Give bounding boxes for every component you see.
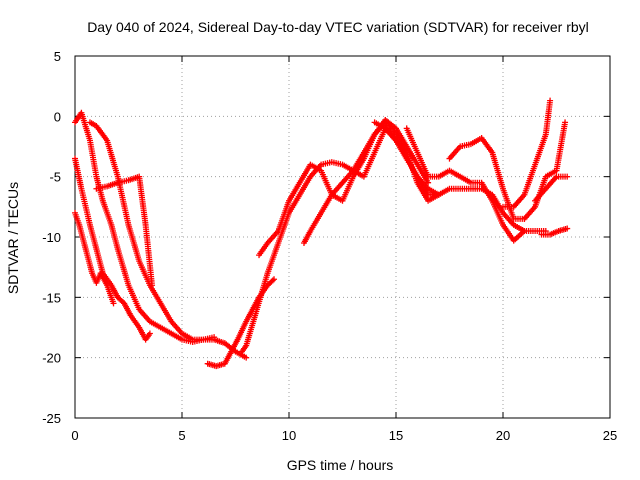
series-trace-2 (72, 155, 153, 343)
y-tick-label: -25 (42, 411, 61, 426)
x-axis-label: GPS time / hours (287, 457, 394, 473)
data-point (269, 277, 276, 284)
data-point (146, 330, 153, 337)
y-tick-label: 0 (54, 109, 61, 124)
x-tick-label: 20 (496, 428, 510, 443)
data-point (564, 225, 571, 232)
series-trace-10 (371, 119, 549, 234)
x-tick-label: 25 (603, 428, 617, 443)
y-tick-label: -15 (42, 290, 61, 305)
series-trace-12 (446, 135, 528, 222)
x-tick-label: 0 (71, 428, 78, 443)
series-trace-13 (500, 97, 554, 210)
series-trace-16 (532, 173, 571, 204)
data-point (149, 282, 156, 289)
y-axis-label: SDTVAR / TECUs (5, 182, 21, 294)
series-trace-5 (93, 173, 156, 289)
data-point (243, 354, 250, 361)
tick-labels: 0 5 10 15 20 25 -25 -20 -15 -10 -5 0 5 (42, 49, 617, 443)
data-marks (72, 97, 571, 370)
y-tick-label: -20 (42, 351, 61, 366)
data-point (521, 227, 528, 234)
data-point (562, 119, 569, 126)
y-tick-label: 5 (54, 49, 61, 64)
series-trace-3 (72, 209, 117, 307)
series-trace-11 (403, 125, 528, 244)
data-point (271, 276, 278, 283)
data-point (110, 300, 117, 307)
y-tick-label: -5 (49, 170, 61, 185)
data-point (547, 97, 554, 104)
chart-title: Day 040 of 2024, Sidereal Day-to-day VTE… (87, 19, 589, 35)
series-trace-4 (86, 119, 250, 361)
grid (75, 56, 610, 418)
data-point (425, 179, 432, 186)
data-point (564, 173, 571, 180)
y-tick-label: -10 (42, 230, 61, 245)
x-tick-label: 15 (389, 428, 403, 443)
series-trace-9 (300, 116, 432, 247)
x-tick-label: 10 (282, 428, 296, 443)
series-trace-15 (538, 225, 571, 238)
x-tick-label: 5 (178, 428, 185, 443)
